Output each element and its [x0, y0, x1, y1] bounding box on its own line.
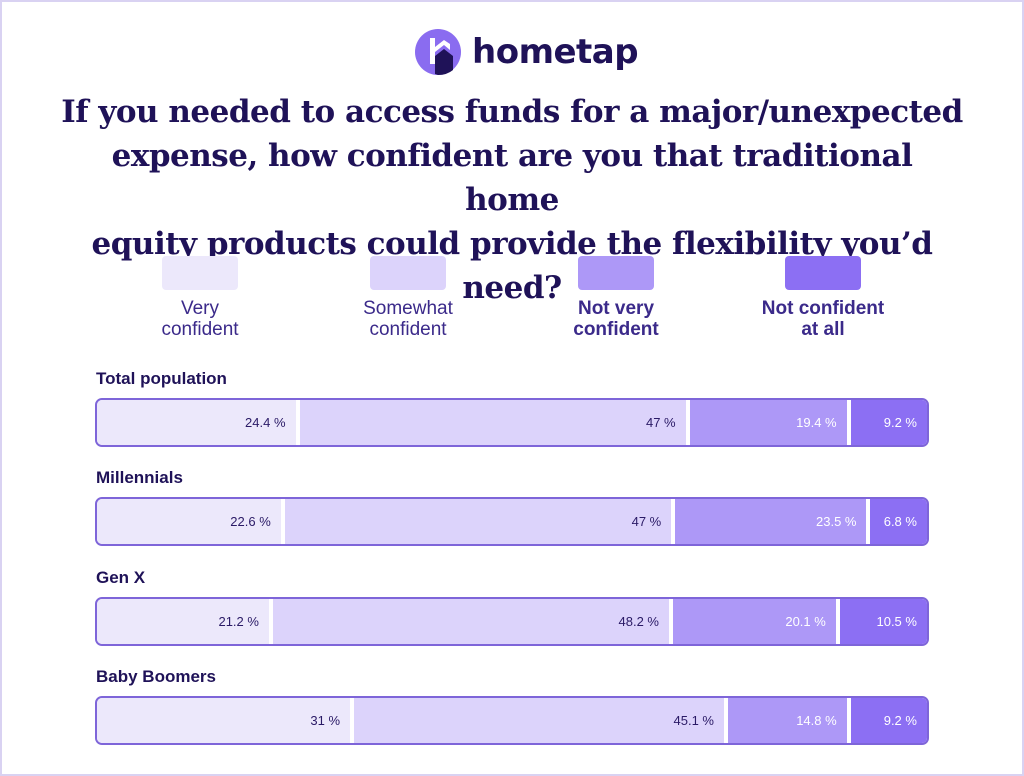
bar-segment: 47 % [284, 499, 676, 544]
hometap-logo-icon [415, 29, 461, 75]
data-label: 10.5 % [876, 614, 917, 629]
data-label: 6.8 % [883, 514, 917, 529]
bar-segment: 9.2 % [850, 400, 927, 445]
legend-label-line: confident [369, 319, 447, 340]
chart-title-line: expense, how confident are you that trad… [111, 138, 913, 218]
legend-item: Somewhat confident [313, 256, 503, 340]
data-label: 22.6 % [230, 514, 271, 529]
brand-logo: hometap [414, 28, 639, 76]
legend-label: Not very confident [521, 298, 711, 340]
bar-segment: 45.1 % [354, 698, 728, 743]
stacked-bar: 31 % 45.1 % 14.8 % 9.2 % [95, 696, 929, 745]
data-label: 19.4 % [796, 415, 837, 430]
legend-label-line: at all [801, 319, 845, 340]
bar-segment: 9.2 % [850, 698, 927, 743]
category-label: Millennials [96, 468, 183, 487]
legend-swatch [578, 256, 654, 290]
data-label: 45.1 % [673, 713, 714, 728]
legend-label: Somewhat confident [313, 298, 503, 340]
stacked-bar: 24.4 % 47 % 19.4 % 9.2 % [95, 398, 929, 447]
legend-label-line: confident [161, 319, 239, 340]
brand-name: hometap [472, 32, 639, 72]
stacked-bar: 22.6 % 47 % 23.5 % 6.8 % [95, 497, 929, 546]
data-label: 47 % [645, 415, 676, 430]
bar-segment: 6.8 % [870, 499, 927, 544]
bar-segment: 20.1 % [673, 599, 840, 644]
legend-item: Not very confident [521, 256, 711, 340]
legend-label-line: Very [180, 298, 220, 319]
data-label: 48.2 % [618, 614, 659, 629]
legend-swatch [370, 256, 446, 290]
chart-title-line: If you needed to access funds for a majo… [61, 94, 963, 130]
legend-label-line: Not very [577, 298, 655, 319]
bar-segment: 22.6 % [97, 499, 285, 544]
legend-item: Very confident [105, 256, 295, 340]
category-label: Total population [96, 369, 227, 388]
data-label: 31 % [310, 713, 341, 728]
legend-label-line: Somewhat [363, 298, 453, 319]
legend-label: Not confident at all [728, 298, 918, 340]
bar-segment: 19.4 % [689, 400, 851, 445]
legend-swatch [162, 256, 238, 290]
data-label: 47 % [631, 514, 662, 529]
bar-segment: 21.2 % [97, 599, 273, 644]
bar-segment: 47 % [299, 400, 690, 445]
bar-segment: 10.5 % [839, 599, 927, 644]
data-label: 14.8 % [796, 713, 837, 728]
bar-segment: 23.5 % [675, 499, 871, 544]
data-label: 21.2 % [218, 614, 259, 629]
stacked-bar: 21.2 % 48.2 % 20.1 % 10.5 % [95, 597, 929, 646]
data-label: 20.1 % [785, 614, 826, 629]
category-label: Baby Boomers [96, 667, 216, 686]
legend-item: Not confident at all [728, 256, 918, 340]
chart-legend: Very confident Somewhat confident Not very co… [0, 256, 1024, 356]
data-label: 9.2 % [883, 713, 917, 728]
legend-label: Very confident [105, 298, 295, 340]
data-label: 23.5 % [816, 514, 857, 529]
bar-segment: 24.4 % [97, 400, 300, 445]
bar-segment: 31 % [97, 698, 355, 743]
legend-label-line: confident [573, 319, 659, 340]
bar-segment: 48.2 % [272, 599, 673, 644]
legend-label-line: Not confident [761, 298, 885, 319]
data-label: 24.4 % [245, 415, 286, 430]
legend-swatch [785, 256, 861, 290]
data-label: 9.2 % [883, 415, 917, 430]
bar-segment: 14.8 % [727, 698, 851, 743]
category-label: Gen X [96, 568, 146, 587]
